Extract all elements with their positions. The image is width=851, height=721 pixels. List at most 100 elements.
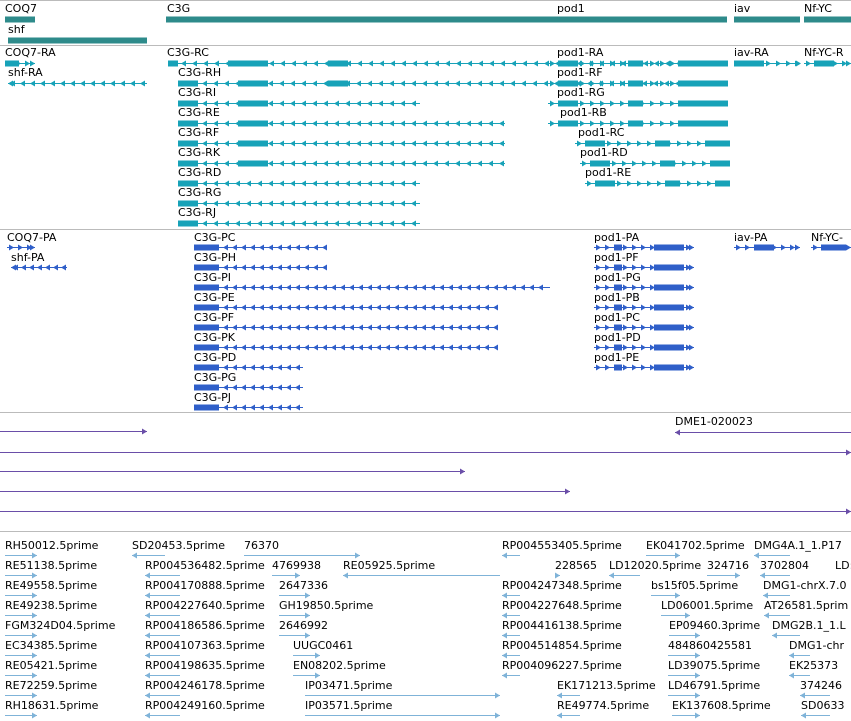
gene-bar-shf[interactable] bbox=[5, 36, 150, 45]
protein-label-c3g-pf[interactable]: C3G-PF bbox=[194, 311, 235, 324]
protein-c3g-pj[interactable] bbox=[191, 403, 306, 412]
transcript-label-c3g-rc[interactable]: C3G-RC bbox=[167, 46, 209, 59]
est-bar-8-4[interactable] bbox=[669, 711, 703, 720]
est-label-2647336[interactable]: 2647336 bbox=[279, 579, 328, 592]
gene-label-nf-yc[interactable]: Nf-YC bbox=[804, 2, 832, 15]
est-bar-4-2[interactable] bbox=[276, 631, 313, 640]
est-bar-8-0[interactable] bbox=[2, 711, 40, 720]
protein-label-c3g-ph[interactable]: C3G-PH bbox=[194, 251, 237, 264]
est-label-rh50012-5prime[interactable]: RH50012.5prime bbox=[5, 539, 99, 552]
est-label-ld12020-5prime[interactable]: LD12020.5prime bbox=[609, 559, 702, 572]
est-bar-2-3[interactable] bbox=[499, 591, 523, 600]
protein-pod1-pa[interactable] bbox=[591, 243, 697, 252]
est-bar-4-3[interactable] bbox=[499, 631, 523, 640]
protein-label-coq7-pa[interactable]: COQ7-PA bbox=[7, 231, 57, 244]
est-bar-5-5[interactable] bbox=[786, 651, 813, 660]
protein-c3g-pc[interactable] bbox=[191, 243, 330, 252]
est-bar-2-4[interactable] bbox=[648, 591, 683, 600]
est-label-dmg4a-1-1-p17[interactable]: DMG4A.1_1.P17 bbox=[754, 539, 842, 552]
protein-c3g-pi[interactable] bbox=[191, 283, 553, 292]
protein-label-c3g-pd[interactable]: C3G-PD bbox=[194, 351, 237, 364]
est-bar-7-5[interactable] bbox=[797, 691, 833, 700]
est-bar-4-0[interactable] bbox=[2, 631, 40, 640]
protein-label-c3g-pe[interactable]: C3G-PE bbox=[194, 291, 235, 304]
est-label-4769938[interactable]: 4769938 bbox=[272, 559, 321, 572]
transcript-label-pod1-rg[interactable]: pod1-RG bbox=[557, 86, 605, 99]
est-bar-0-4[interactable] bbox=[643, 551, 683, 560]
est-label-rp004198635-5prime[interactable]: RP004198635.5prime bbox=[145, 659, 265, 672]
protein-pod1-pe[interactable] bbox=[591, 363, 697, 372]
est-label-sd20453-5prime[interactable]: SD20453.5prime bbox=[132, 539, 225, 552]
protein-c3g-ph[interactable] bbox=[191, 263, 330, 272]
protein-pod1-pg[interactable] bbox=[591, 283, 697, 292]
protein-pod1-pd[interactable] bbox=[591, 343, 697, 352]
match-row-1[interactable] bbox=[0, 427, 150, 436]
est-bar-2-5[interactable] bbox=[760, 591, 793, 600]
transcript-label-nf-yc-r[interactable]: Nf-YC-R bbox=[804, 46, 844, 59]
protein-coq7-pa[interactable] bbox=[4, 243, 38, 252]
est-bar-1-0[interactable] bbox=[2, 571, 40, 580]
est-bar-5-3[interactable] bbox=[499, 651, 523, 660]
est-label-re05421-5prime[interactable]: RE05421.5prime bbox=[5, 659, 98, 672]
transcript-iav-ra[interactable] bbox=[731, 59, 803, 68]
est-bar-1-7[interactable] bbox=[757, 571, 793, 580]
est-bar-7-3[interactable] bbox=[554, 691, 583, 700]
protein-c3g-pg[interactable] bbox=[191, 383, 306, 392]
transcript-label-pod1-rc[interactable]: pod1-RC bbox=[578, 126, 625, 139]
est-bar-3-3[interactable] bbox=[499, 611, 523, 620]
est-bar-5-4[interactable] bbox=[665, 651, 703, 660]
gene-bar-pod1[interactable] bbox=[554, 15, 730, 24]
transcript-label-shf-ra[interactable]: shf-RA bbox=[8, 66, 43, 79]
est-label-228565[interactable]: 228565 bbox=[555, 559, 597, 572]
gene-label-c3g[interactable]: C3G bbox=[167, 2, 191, 15]
est-label-rp004170888-5prime[interactable]: RP004170888.5prime bbox=[145, 579, 265, 592]
gene-label-pod1[interactable]: pod1 bbox=[557, 2, 585, 15]
transcript-label-c3g-re[interactable]: C3G-RE bbox=[178, 106, 220, 119]
match-row-4[interactable] bbox=[0, 487, 573, 496]
est-label-rp004227648-5prime[interactable]: RP004227648.5prime bbox=[502, 599, 622, 612]
transcript-label-c3g-rk[interactable]: C3G-RK bbox=[178, 146, 221, 159]
transcript-c3g-ri[interactable] bbox=[175, 99, 423, 108]
transcript-c3g-rd[interactable] bbox=[175, 179, 423, 188]
transcript-label-c3g-rd[interactable]: C3G-RD bbox=[178, 166, 222, 179]
protein-c3g-pe[interactable] bbox=[191, 303, 501, 312]
est-label-rp004107363-5prime[interactable]: RP004107363.5prime bbox=[145, 639, 265, 652]
transcript-label-pod1-rf[interactable]: pod1-RF bbox=[557, 66, 603, 79]
transcript-label-pod1-rd[interactable]: pod1-RD bbox=[580, 146, 628, 159]
est-label-ld46791-5prime[interactable]: LD46791.5prime bbox=[668, 679, 761, 692]
est-bar-5-2[interactable] bbox=[290, 651, 323, 660]
est-label-sd0633[interactable]: SD0633 bbox=[801, 699, 845, 712]
est-bar-6-1[interactable] bbox=[142, 671, 183, 680]
est-label-uugc0461[interactable]: UUGC0461 bbox=[293, 639, 354, 652]
est-label-at26581-5prim[interactable]: AT26581.5prim bbox=[764, 599, 849, 612]
protein-label-c3g-pj[interactable]: C3G-PJ bbox=[194, 391, 232, 404]
protein-c3g-pk[interactable] bbox=[191, 343, 501, 352]
est-label-re05925-5prime[interactable]: RE05925.5prime bbox=[343, 559, 436, 572]
transcript-label-c3g-rg[interactable]: C3G-RG bbox=[178, 186, 222, 199]
est-label-ld-[interactable]: LD: bbox=[835, 559, 851, 572]
est-bar-2-2[interactable] bbox=[276, 591, 313, 600]
protein-label-iav-pa[interactable]: iav-PA bbox=[734, 231, 768, 244]
est-label-rp004249160-5prime[interactable]: RP004249160.5prime bbox=[145, 699, 265, 712]
protein-nf-yc[interactable] bbox=[808, 243, 851, 252]
est-label-fgm324d04-5prime[interactable]: FGM324D04.5prime bbox=[5, 619, 116, 632]
est-bar-5-0[interactable] bbox=[2, 651, 40, 660]
est-label-ek25373[interactable]: EK25373 bbox=[789, 659, 839, 672]
est-bar-7-1[interactable] bbox=[142, 691, 183, 700]
gene-label-shf[interactable]: shf bbox=[8, 23, 25, 36]
est-bar-7-0[interactable] bbox=[2, 691, 40, 700]
gene-bar-nf-yc[interactable] bbox=[801, 15, 851, 24]
est-bar-8-3[interactable] bbox=[554, 711, 583, 720]
est-bar-8-1[interactable] bbox=[142, 711, 183, 720]
est-label-374246[interactable]: 374246 bbox=[800, 679, 842, 692]
transcript-pod1-rg[interactable] bbox=[545, 99, 730, 108]
protein-label-pod1-pe[interactable]: pod1-PE bbox=[594, 351, 640, 364]
transcript-pod1-ra[interactable] bbox=[545, 59, 730, 68]
est-bar-1-4[interactable] bbox=[552, 571, 563, 580]
est-label-re51138-5prime[interactable]: RE51138.5prime bbox=[5, 559, 98, 572]
transcript-label-c3g-rj[interactable]: C3G-RJ bbox=[178, 206, 217, 219]
transcript-c3g-rk[interactable] bbox=[175, 159, 508, 168]
est-bar-6-3[interactable] bbox=[499, 671, 523, 680]
est-label-ld06001-5prime[interactable]: LD06001.5prime bbox=[661, 599, 754, 612]
est-bar-4-5[interactable] bbox=[769, 631, 803, 640]
